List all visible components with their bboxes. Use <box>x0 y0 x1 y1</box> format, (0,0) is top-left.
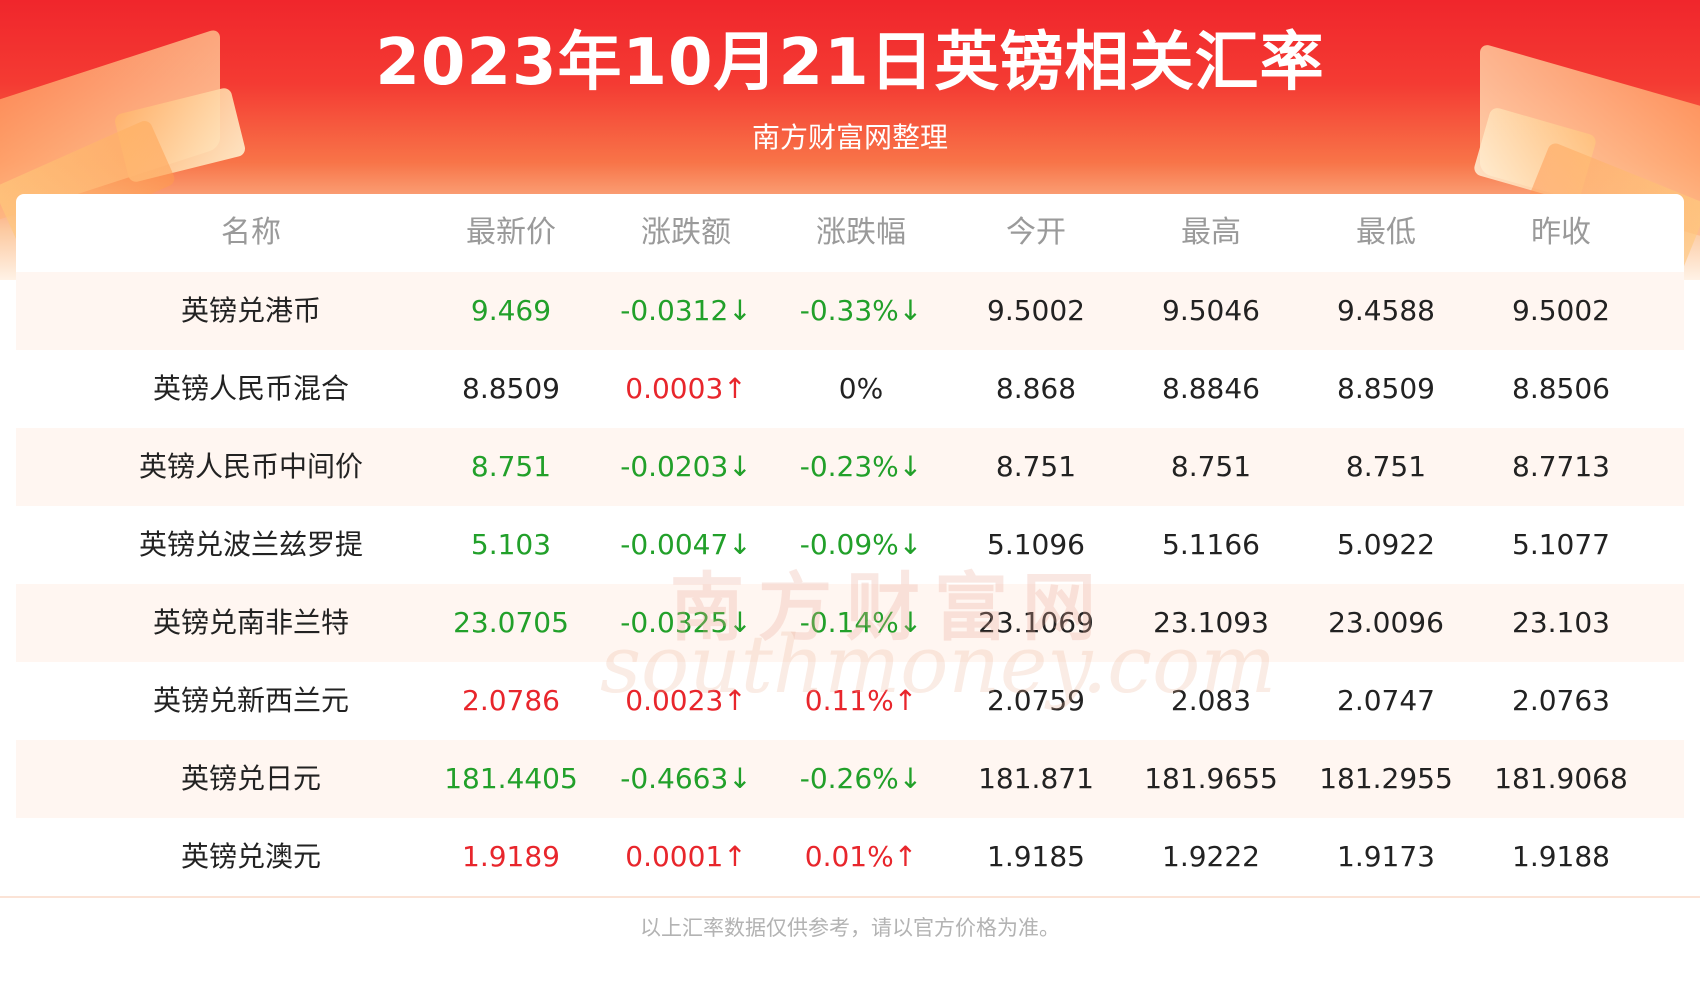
rate-latest: 5.103 <box>470 528 552 561</box>
rate-name: 英镑兑日元 <box>180 762 321 795</box>
rate-high: 9.5046 <box>1162 294 1260 327</box>
rate-high: 23.1093 <box>1153 606 1269 639</box>
footer-divider <box>0 896 1700 898</box>
rate-latest: 2.0786 <box>462 684 560 717</box>
rate-latest: 8.8509 <box>462 372 560 405</box>
rate-prev-close: 5.1077 <box>1512 528 1610 561</box>
column-header-low: 最低 <box>1356 215 1416 250</box>
table-header-row: 名称 最新价 涨跌额 涨跌幅 今开 最高 最低 昨收 <box>16 194 1684 272</box>
page-subtitle: 南方财富网整理 <box>751 121 948 154</box>
rate-change-pct: -0.14%↓ <box>799 606 923 639</box>
rate-low: 23.0096 <box>1328 606 1444 639</box>
rate-open: 8.751 <box>995 450 1077 483</box>
rate-latest: 1.9189 <box>462 840 560 873</box>
rate-prev-close: 8.8506 <box>1512 372 1610 405</box>
table-row: 英镑兑南非兰特 23.0705 -0.0325↓ -0.14%↓ 23.1069… <box>16 584 1684 662</box>
rate-open: 23.1069 <box>978 606 1094 639</box>
table-row: 英镑人民币混合 8.8509 0.0003↑ 0% 8.868 8.8846 8… <box>16 350 1684 428</box>
rate-latest: 23.0705 <box>453 606 569 639</box>
rate-low: 2.0747 <box>1337 684 1435 717</box>
rate-change: -0.0312↓ <box>620 294 752 327</box>
rate-change: 0.0003↑ <box>625 372 747 405</box>
rate-low: 8.751 <box>1345 450 1427 483</box>
column-header-latest: 最新价 <box>466 215 556 250</box>
rate-open: 181.871 <box>978 762 1094 795</box>
rate-name: 英镑人民币中间价 <box>138 450 363 483</box>
column-header-name: 名称 <box>221 215 281 250</box>
rates-table: 名称 最新价 涨跌额 涨跌幅 今开 最高 最低 昨收 英镑兑港币 9.469 -… <box>16 194 1684 904</box>
rate-high: 181.9655 <box>1144 762 1278 795</box>
table-row: 英镑兑新西兰元 2.0786 0.0023↑ 0.11%↑ 2.0759 2.0… <box>16 662 1684 740</box>
rate-change-pct: -0.09%↓ <box>799 528 923 561</box>
rate-prev-close: 8.7713 <box>1512 450 1610 483</box>
rate-prev-close: 23.103 <box>1512 606 1610 639</box>
rate-change-pct: -0.23%↓ <box>799 450 923 483</box>
column-header-prev-close: 昨收 <box>1531 215 1591 250</box>
rate-name: 英镑兑新西兰元 <box>152 684 349 717</box>
rate-change: 0.0023↑ <box>625 684 747 717</box>
rate-prev-close: 2.0763 <box>1512 684 1610 717</box>
rate-name: 英镑兑波兰兹罗提 <box>138 528 363 561</box>
rate-open: 9.5002 <box>987 294 1085 327</box>
rate-low: 5.0922 <box>1337 528 1435 561</box>
rate-prev-close: 181.9068 <box>1494 762 1628 795</box>
rate-change-pct: -0.33%↓ <box>799 294 923 327</box>
table-row: 英镑兑日元 181.4405 -0.4663↓ -0.26%↓ 181.871 … <box>16 740 1684 818</box>
rate-name: 英镑兑澳元 <box>180 840 321 873</box>
rate-low: 1.9173 <box>1337 840 1435 873</box>
rate-change-pct: 0.01%↑ <box>804 840 918 873</box>
rate-low: 181.2955 <box>1319 762 1453 795</box>
rate-change-pct: 0% <box>838 372 884 405</box>
column-header-change: 涨跌额 <box>641 215 731 250</box>
rate-high: 8.8846 <box>1162 372 1260 405</box>
rate-prev-close: 9.5002 <box>1512 294 1610 327</box>
rate-name: 英镑兑南非兰特 <box>152 606 349 639</box>
page-title: 2023年10月21日英镑相关汇率 <box>375 26 1325 100</box>
rate-change: -0.0047↓ <box>620 528 752 561</box>
rate-latest: 8.751 <box>470 450 552 483</box>
table-row: 英镑人民币中间价 8.751 -0.0203↓ -0.23%↓ 8.751 8.… <box>16 428 1684 506</box>
rate-change: -0.4663↓ <box>620 762 752 795</box>
table-row: 英镑兑港币 9.469 -0.0312↓ -0.33%↓ 9.5002 9.50… <box>16 272 1684 350</box>
rate-open: 5.1096 <box>987 528 1085 561</box>
rate-latest: 181.4405 <box>444 762 578 795</box>
rate-prev-close: 1.9188 <box>1512 840 1610 873</box>
rate-high: 8.751 <box>1170 450 1252 483</box>
column-header-high: 最高 <box>1181 215 1241 250</box>
rate-open: 2.0759 <box>987 684 1085 717</box>
table-row: 英镑兑澳元 1.9189 0.0001↑ 0.01%↑ 1.9185 1.922… <box>16 818 1684 896</box>
rate-change: 0.0001↑ <box>625 840 747 873</box>
column-header-change-pct: 涨跌幅 <box>816 215 906 250</box>
rate-name: 英镑兑港币 <box>180 294 321 327</box>
rate-high: 5.1166 <box>1162 528 1260 561</box>
rate-open: 1.9185 <box>987 840 1085 873</box>
rate-change: -0.0203↓ <box>620 450 752 483</box>
rate-high: 2.083 <box>1170 684 1252 717</box>
rate-low: 9.4588 <box>1337 294 1435 327</box>
footer-note: 以上汇率数据仅供参考，请以官方价格为准。 <box>640 916 1060 940</box>
rate-latest: 9.469 <box>470 294 552 327</box>
rate-change-pct: 0.11%↑ <box>804 684 918 717</box>
rate-high: 1.9222 <box>1162 840 1260 873</box>
rate-low: 8.8509 <box>1337 372 1435 405</box>
rate-change: -0.0325↓ <box>620 606 752 639</box>
rate-name: 英镑人民币混合 <box>152 372 349 405</box>
table-row: 英镑兑波兰兹罗提 5.103 -0.0047↓ -0.09%↓ 5.1096 5… <box>16 506 1684 584</box>
rate-open: 8.868 <box>995 372 1077 405</box>
rate-change-pct: -0.26%↓ <box>799 762 923 795</box>
column-header-open: 今开 <box>1006 215 1066 250</box>
